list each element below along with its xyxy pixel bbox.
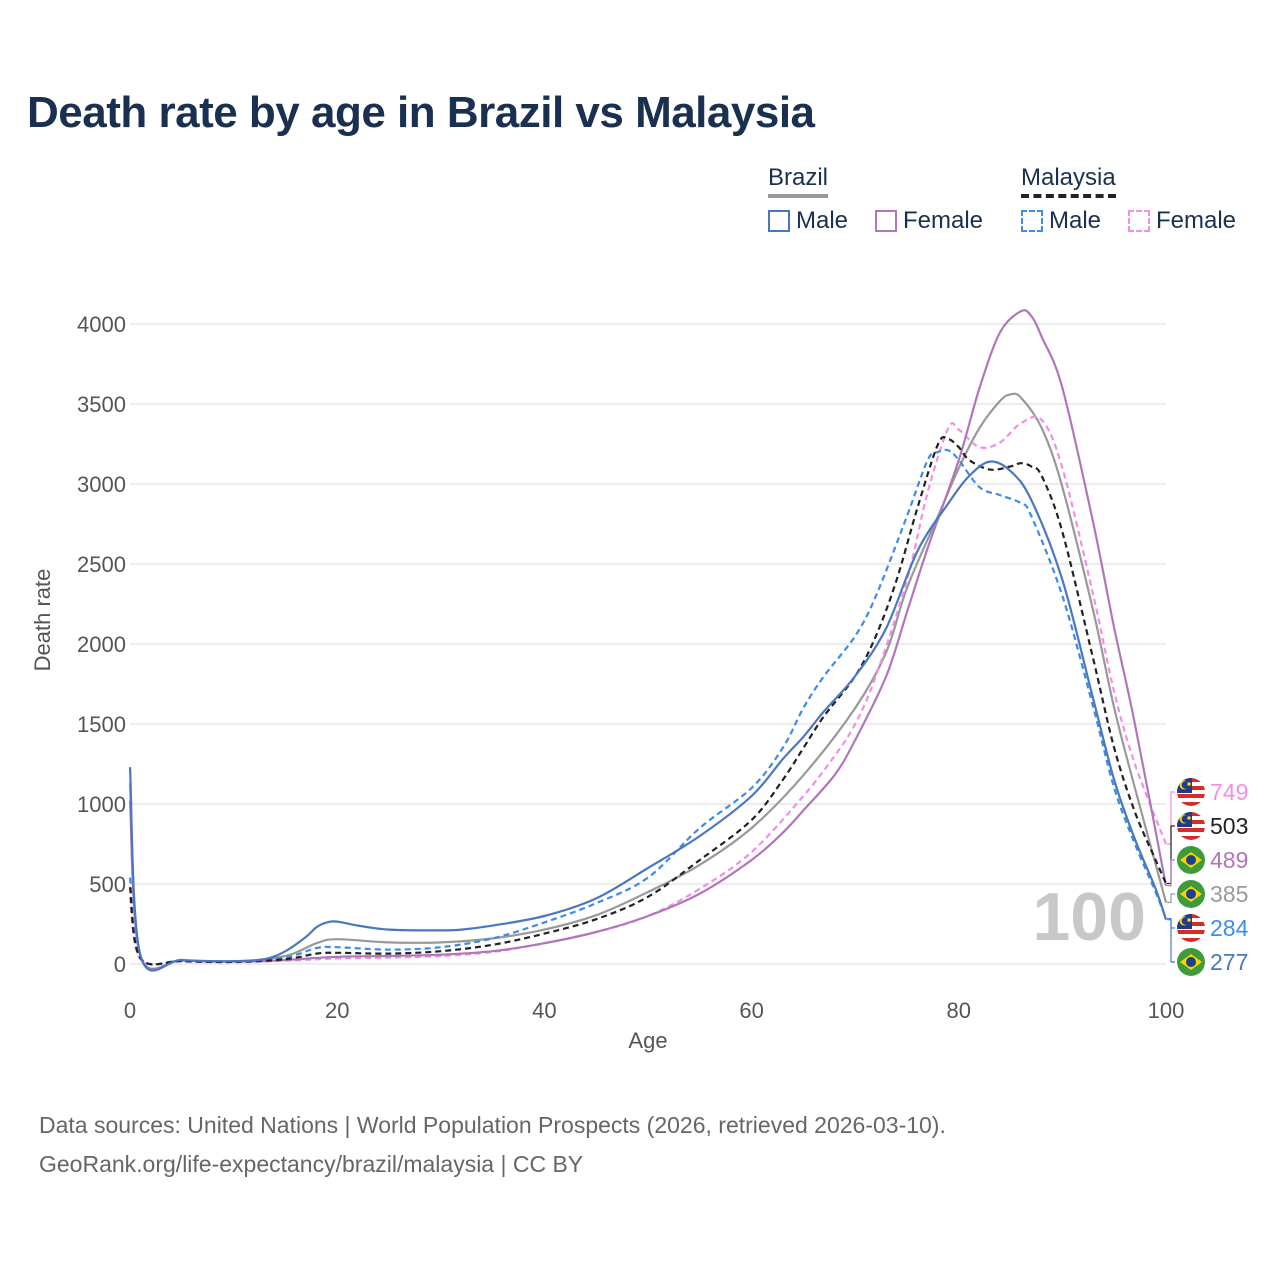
x-tick-20: 20	[325, 998, 349, 1023]
malaysia-flag-icon	[1177, 812, 1205, 840]
brazil-flag-icon	[1177, 846, 1205, 874]
brazil-female-swatch	[875, 210, 897, 232]
brazil-flag-icon	[1177, 948, 1205, 976]
malaysia-female-swatch	[1128, 210, 1150, 232]
malaysia-flag-icon	[1177, 778, 1205, 806]
legend-malaysia-header: Malaysia	[1021, 164, 1116, 198]
legend-brazil-female[interactable]: Female	[875, 207, 983, 235]
y-axis-label: Death rate	[30, 569, 55, 672]
brazil-flag-icon	[1177, 880, 1205, 908]
x-tick-40: 40	[532, 998, 556, 1023]
x-tick-60: 60	[739, 998, 763, 1023]
sources-line-2[interactable]: GeoRank.org/life-expectancy/brazil/malay…	[39, 1151, 584, 1177]
end-label-malaysia-male: 284	[1210, 915, 1249, 941]
line-brazil-female[interactable]	[128, 309, 1168, 970]
x-tick-100: 100	[1148, 998, 1185, 1023]
x-axis-ticks: 0 20 40 60 80 100	[124, 998, 1184, 1023]
line-malaysia-female[interactable]	[128, 415, 1168, 966]
y-tick-2500: 2500	[77, 552, 126, 577]
line-malaysia-total[interactable]	[128, 436, 1168, 966]
end-label-brazil-total: 385	[1210, 881, 1248, 907]
end-label-malaysia-female: 749	[1210, 779, 1248, 805]
y-tick-2000: 2000	[77, 632, 126, 657]
end-label-brazil-female: 489	[1210, 847, 1248, 873]
x-tick-0: 0	[124, 998, 136, 1023]
x-axis-label: Age	[628, 1028, 667, 1053]
malaysia-male-swatch	[1021, 210, 1043, 232]
legend-malaysia-female-label: Female	[1156, 207, 1237, 234]
series-lines	[128, 309, 1168, 972]
connector-brazil-female	[1167, 859, 1175, 887]
legend-malaysia-male-label: Male	[1049, 207, 1102, 234]
y-tick-4000: 4000	[77, 312, 126, 337]
legend-brazil-male[interactable]: Male	[768, 207, 848, 235]
brazil-male-swatch	[768, 210, 790, 232]
end-label-brazil-male: 277	[1210, 949, 1248, 975]
y-tick-1000: 1000	[77, 792, 126, 817]
connector-malaysia-total	[1167, 825, 1175, 885]
chart-title: Death rate by age in Brazil vs Malaysia	[27, 88, 815, 137]
connector-brazil-total	[1167, 893, 1175, 904]
data-sources: Data sources: United Nations | World Pop…	[39, 1106, 946, 1184]
line-brazil-total[interactable]	[128, 392, 1168, 971]
end-label-malaysia-total: 503	[1210, 813, 1248, 839]
y-tick-3500: 3500	[77, 392, 126, 417]
y-tick-1500: 1500	[77, 712, 126, 737]
malaysia-flag-icon	[1177, 914, 1205, 942]
line-brazil-male[interactable]	[128, 460, 1168, 972]
legend-brazil-female-label: Female	[903, 207, 984, 234]
sources-line-1: Data sources: United Nations | World Pop…	[39, 1112, 946, 1138]
legend-malaysia-male[interactable]: Male	[1021, 207, 1101, 235]
legend-brazil-male-label: Male	[796, 207, 849, 234]
line-malaysia-male[interactable]	[128, 448, 1168, 966]
end-labels: 749 503 489 385 284 277	[1167, 778, 1249, 976]
y-tick-3000: 3000	[77, 472, 126, 497]
x-tick-80: 80	[947, 998, 971, 1023]
y-axis-ticks: 0 500 1000 1500 2000 2500 3000 3500 4000	[77, 312, 126, 977]
y-tick-0: 0	[114, 952, 126, 977]
grid-lines	[130, 323, 1166, 965]
y-tick-500: 500	[89, 872, 126, 897]
connector-brazil-male	[1167, 919, 1175, 963]
legend-brazil-header: Brazil	[768, 164, 829, 198]
legend-malaysia-female[interactable]: Female	[1128, 207, 1236, 235]
highlight-age-label: 100	[1033, 879, 1146, 955]
connector-malaysia-female	[1167, 791, 1175, 845]
